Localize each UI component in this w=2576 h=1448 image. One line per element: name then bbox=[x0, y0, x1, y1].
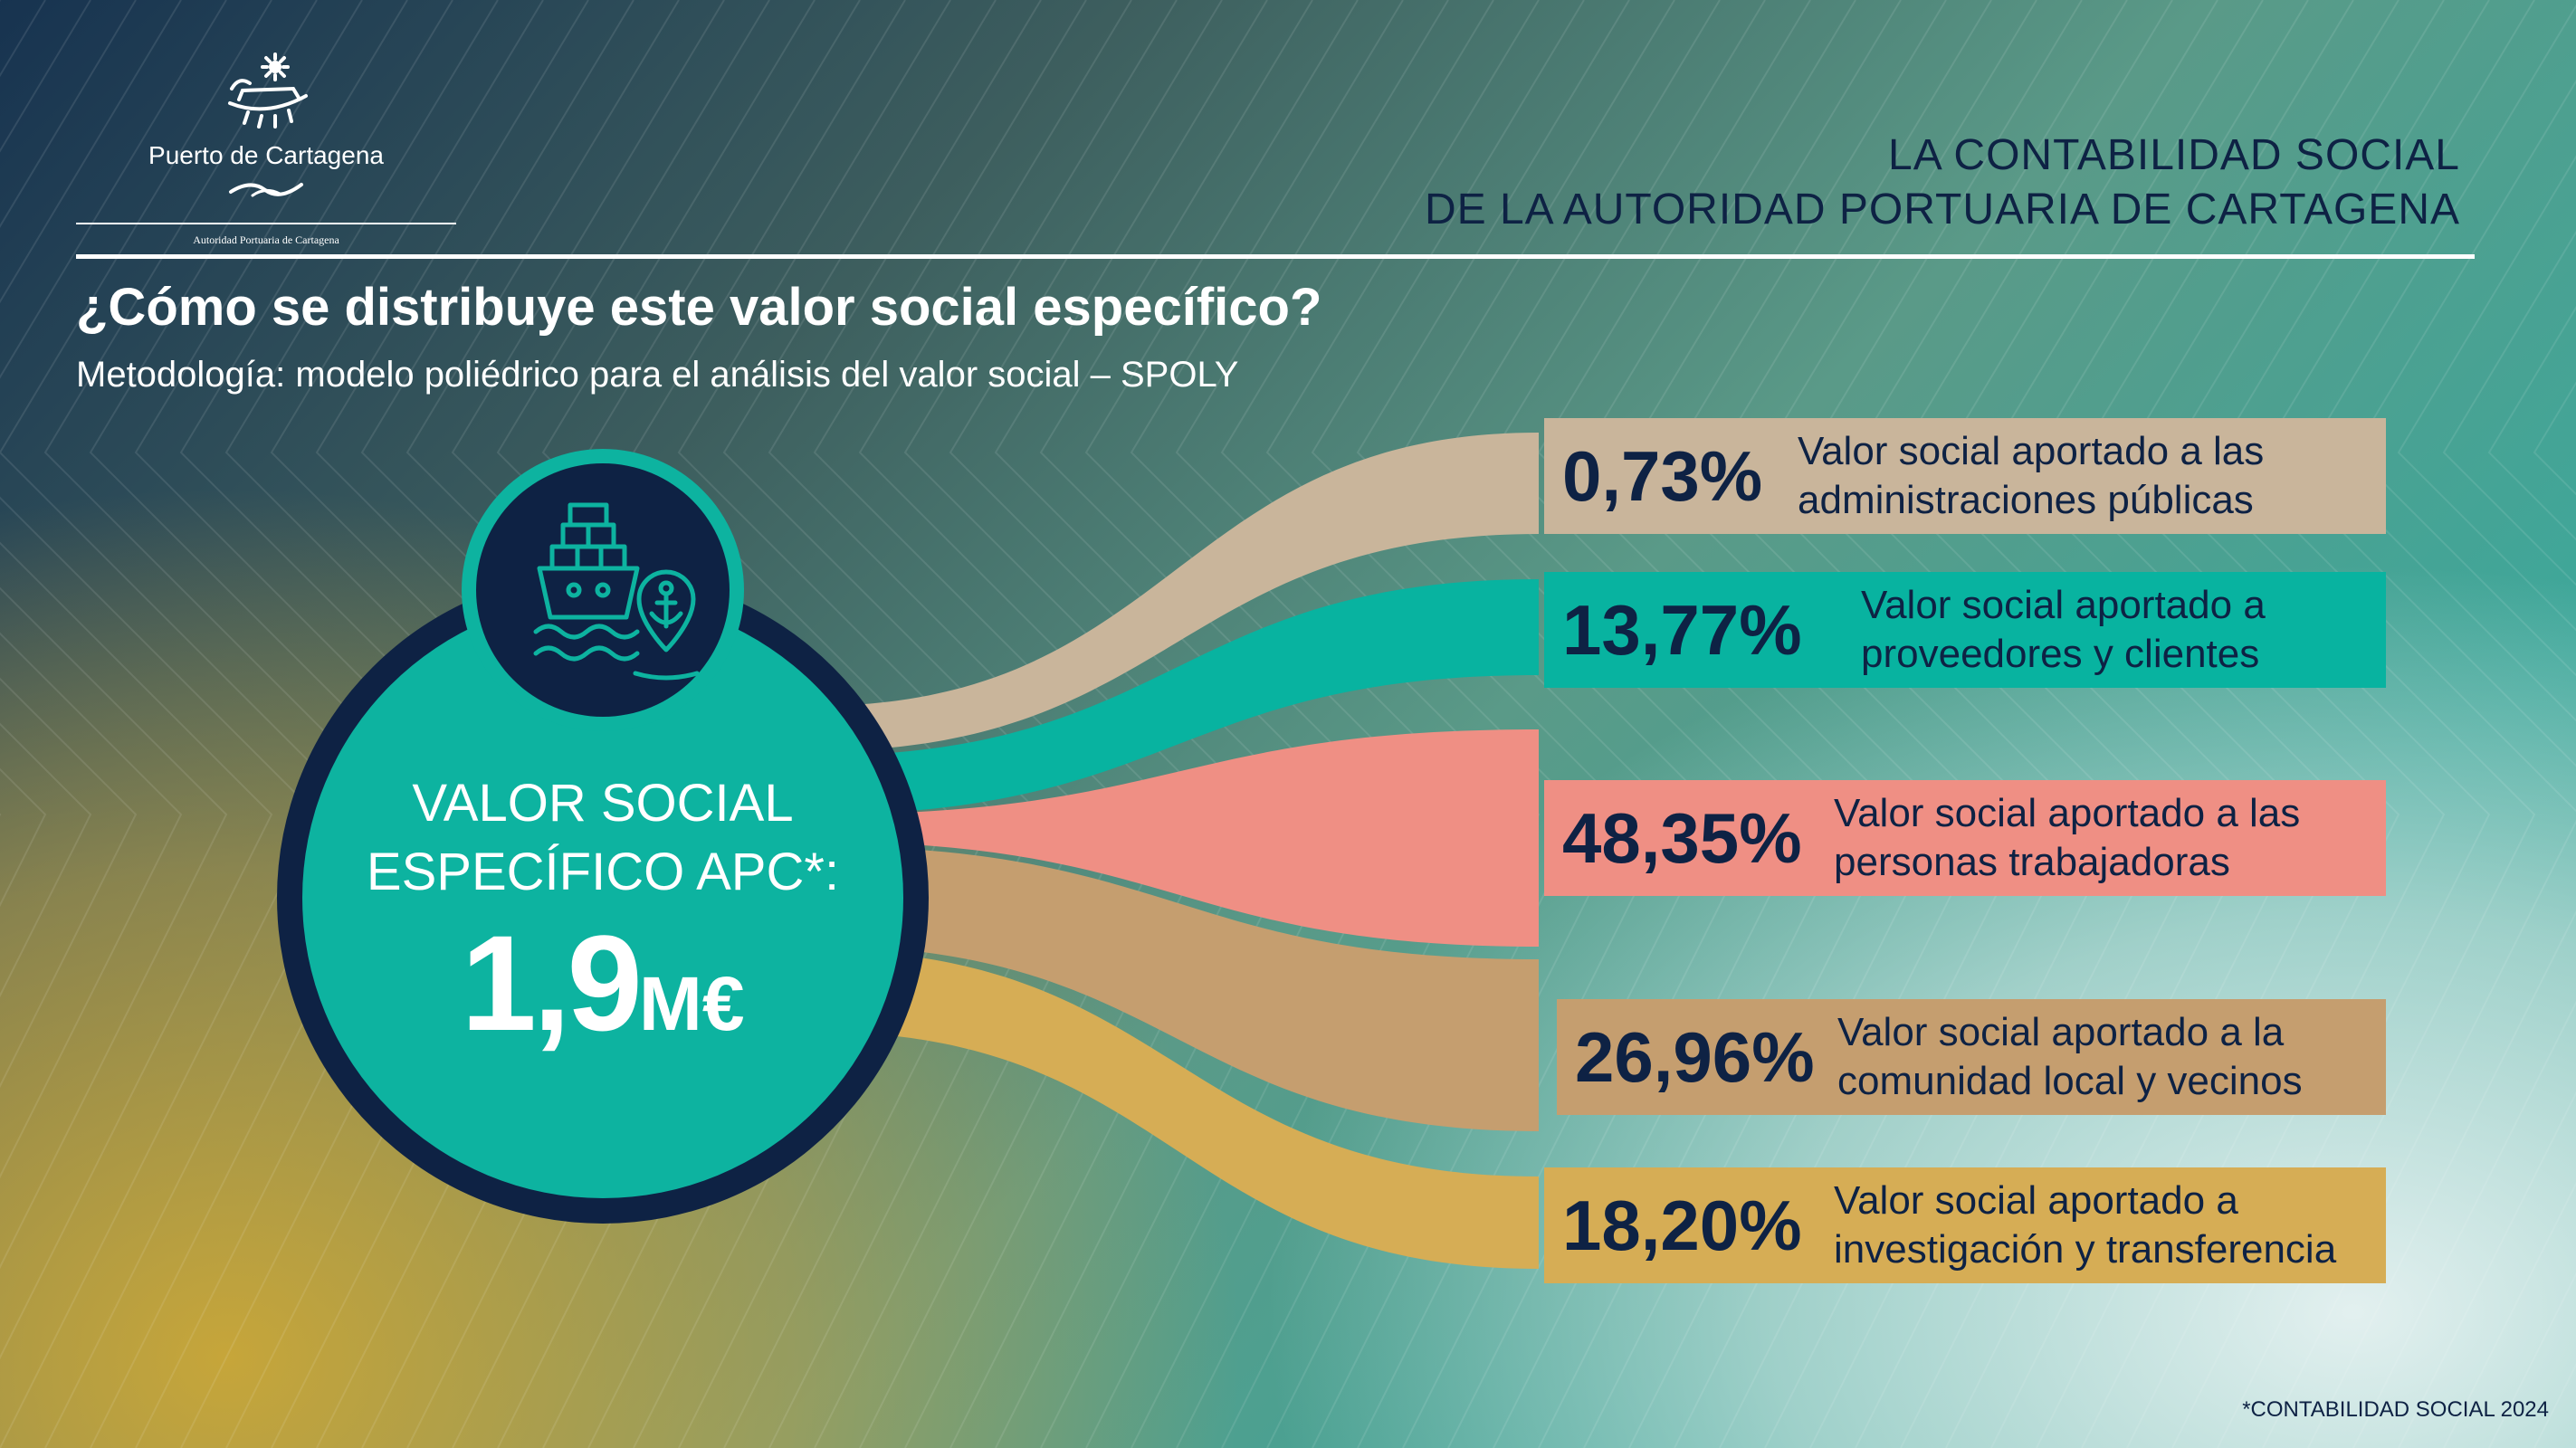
slice-percentage: 0,73% bbox=[1562, 435, 1763, 516]
flow-band-5 bbox=[815, 950, 1539, 1269]
center-label: VALOR SOCIAL ESPECÍFICO APC*: bbox=[302, 769, 903, 907]
header-title-line1: LA CONTABILIDAD SOCIAL bbox=[1888, 131, 2460, 179]
slice-description-line1: Valor social aportado a las bbox=[1834, 791, 2301, 835]
center-label-line1: VALOR SOCIAL bbox=[412, 774, 794, 833]
slice-label-box-2: 13,77% Valor social aportado a proveedores… bbox=[1544, 572, 2386, 688]
slice-label-box-5: 18,20% Valor social aportado a investigaci… bbox=[1544, 1167, 2386, 1283]
slice-percentage: 26,96% bbox=[1575, 1016, 1815, 1097]
slice-label-box-4: 26,96% Valor social aportado a la comunida… bbox=[1557, 999, 2386, 1115]
slice-description-line1: Valor social aportado a la bbox=[1837, 1010, 2285, 1054]
center-total-value: 1,9M€ bbox=[302, 905, 903, 1062]
slice-description-line2: proveedores y clientes bbox=[1861, 632, 2260, 676]
center-value-unit: M€ bbox=[638, 961, 745, 1046]
methodology-subtitle: Metodología: modelo poliédrico para el a… bbox=[76, 355, 1239, 395]
flow-band-4 bbox=[815, 846, 1539, 1131]
slice-percentage: 48,35% bbox=[1562, 797, 1802, 878]
footnote: *CONTABILIDAD SOCIAL 2024 bbox=[2242, 1397, 2549, 1422]
slice-description: Valor social aportado a las administracio… bbox=[1798, 427, 2264, 525]
header-title: LA CONTABILIDAD SOCIAL DE LA AUTORIDAD P… bbox=[1425, 129, 2460, 237]
handshake-logo-icon bbox=[229, 183, 303, 197]
slice-percentage: 18,20% bbox=[1562, 1185, 1802, 1265]
slice-description-line1: Valor social aportado a las bbox=[1798, 429, 2265, 473]
slice-label-box-1: 0,73% Valor social aportado a las administ… bbox=[1544, 418, 2386, 534]
slice-description-line2: comunidad local y vecinos bbox=[1837, 1059, 2303, 1103]
header-title-line2: DE LA AUTORIDAD PORTUARIA DE CARTAGENA bbox=[1424, 186, 2460, 233]
flow-band-3 bbox=[815, 729, 1539, 947]
slice-description: Valor social aportado a investigación y t… bbox=[1834, 1176, 2336, 1274]
center-label-line2: ESPECÍFICO APC*: bbox=[366, 843, 840, 901]
slice-description-line1: Valor social aportado a bbox=[1861, 583, 2266, 627]
icon-circle bbox=[476, 463, 730, 717]
slice-description-line1: Valor social aportado a bbox=[1834, 1178, 2238, 1223]
slice-description-line2: personas trabajadoras bbox=[1834, 840, 2230, 884]
slice-description-line2: investigación y transferencia bbox=[1834, 1227, 2337, 1272]
logo-subtitle: Autoridad Portuaria de Cartagena bbox=[193, 233, 339, 246]
header-divider bbox=[76, 254, 2475, 259]
slice-label-box-3: 48,35% Valor social aportado a las persona… bbox=[1544, 780, 2386, 896]
slice-description: Valor social aportado a la comunidad loca… bbox=[1837, 1008, 2303, 1106]
logo-name: Puerto de Cartagena bbox=[148, 141, 384, 169]
flow-band-2 bbox=[815, 579, 1539, 814]
page-question: ¿Cómo se distribuye este valor social es… bbox=[76, 278, 1322, 337]
slice-description: Valor social aportado a proveedores y cli… bbox=[1861, 581, 2266, 679]
slice-description: Valor social aportado a las personas trab… bbox=[1834, 789, 2300, 887]
slice-description-line2: administraciones públicas bbox=[1798, 478, 2254, 522]
ship-anchor-location-icon bbox=[533, 502, 700, 681]
logo-divider bbox=[76, 223, 456, 224]
port-logo: Puerto de Cartagena Autoridad Portuaria … bbox=[76, 52, 456, 247]
flow-band-1 bbox=[815, 433, 1539, 751]
center-value-number: 1,9 bbox=[461, 907, 643, 1059]
ship-sun-logo-icon bbox=[228, 52, 308, 129]
slice-percentage: 13,77% bbox=[1562, 589, 1802, 670]
